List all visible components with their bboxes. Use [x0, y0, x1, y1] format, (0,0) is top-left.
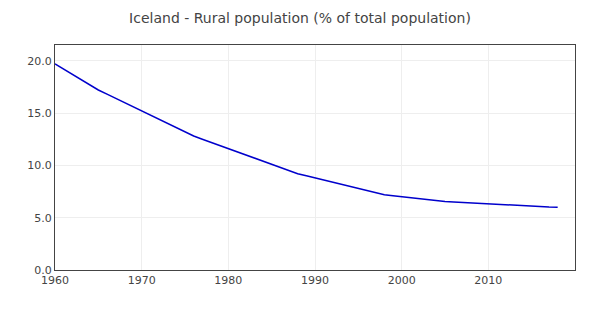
svg-text:5.0: 5.0	[34, 212, 52, 225]
svg-text:20.0: 20.0	[27, 55, 52, 68]
svg-text:Iceland - Rural population (%: Iceland - Rural population (% of total p…	[129, 10, 471, 26]
svg-text:10.0: 10.0	[27, 159, 52, 172]
svg-text:0.0: 0.0	[34, 264, 52, 277]
svg-text:2000: 2000	[388, 274, 416, 287]
svg-text:1980: 1980	[214, 274, 242, 287]
svg-text:1990: 1990	[301, 274, 329, 287]
svg-text:1970: 1970	[128, 274, 156, 287]
svg-text:1960: 1960	[41, 274, 69, 287]
svg-text:15.0: 15.0	[27, 107, 52, 120]
svg-text:2010: 2010	[474, 274, 502, 287]
